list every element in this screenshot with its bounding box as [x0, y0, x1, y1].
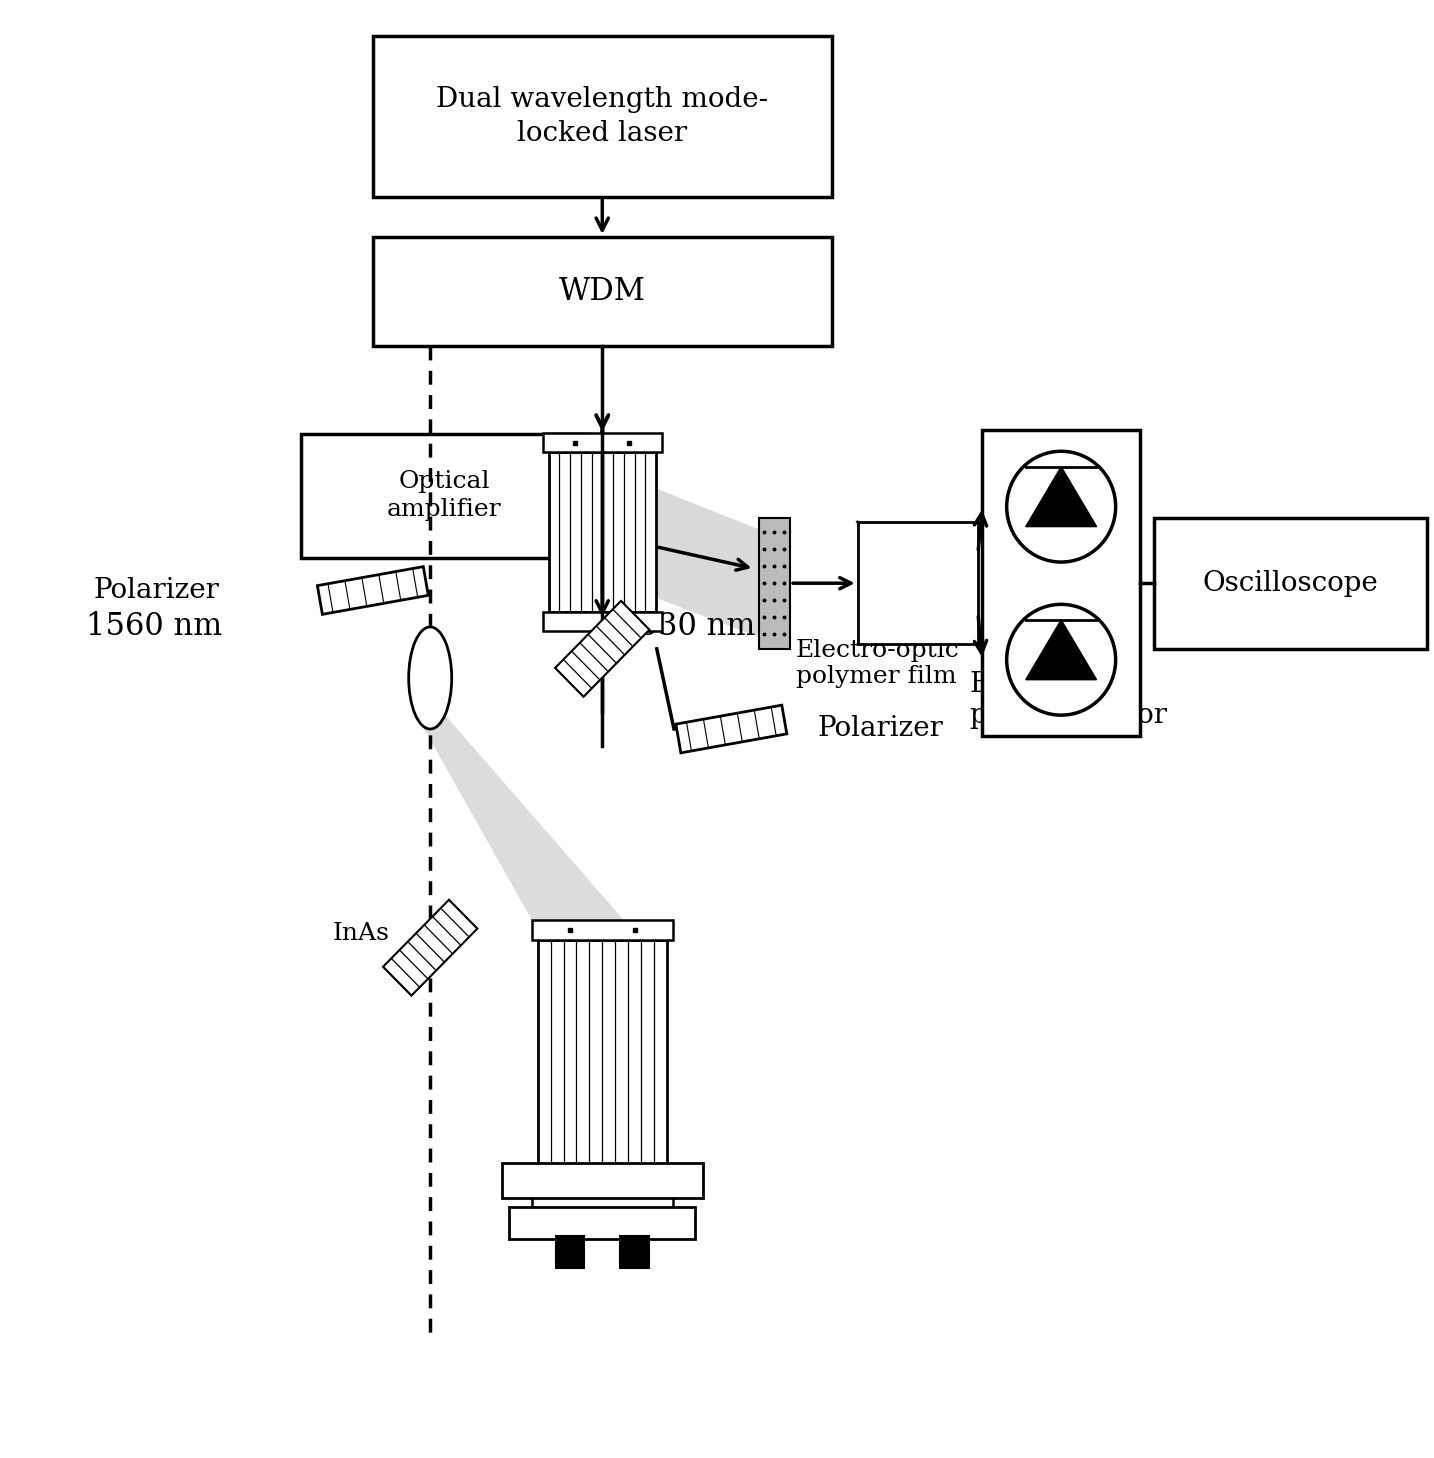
Text: Oscilloscope: Oscilloscope: [1203, 570, 1378, 596]
Text: WDM: WDM: [559, 276, 645, 308]
Text: Balanced
photodetector: Balanced photodetector: [969, 671, 1167, 729]
Bar: [532, 920, 673, 940]
Bar: [301, 434, 588, 558]
Bar: [373, 36, 832, 197]
Text: Polarizer: Polarizer: [93, 577, 219, 604]
Polygon shape: [1025, 620, 1097, 679]
Text: 1560 nm: 1560 nm: [86, 611, 222, 643]
Text: Optical
amplifier: Optical amplifier: [387, 469, 502, 522]
Polygon shape: [1025, 467, 1097, 526]
Bar: [502, 1163, 703, 1198]
Polygon shape: [555, 601, 650, 697]
Bar: [759, 518, 790, 649]
Bar: [509, 1207, 695, 1239]
Text: Polarizer: Polarizer: [817, 716, 944, 742]
Bar: [1154, 518, 1427, 649]
Bar: [532, 1188, 673, 1209]
Text: InAs: InAs: [333, 921, 390, 945]
Bar: [982, 430, 1140, 736]
Polygon shape: [383, 900, 478, 996]
Text: 1530 nm: 1530 nm: [619, 611, 756, 643]
Bar: [858, 522, 978, 644]
Bar: [373, 236, 832, 346]
Text: Electro-optic
polymer film: Electro-optic polymer film: [796, 639, 959, 688]
Bar: [509, 1171, 695, 1191]
Polygon shape: [655, 488, 759, 637]
Polygon shape: [416, 714, 667, 1159]
Bar: [619, 1236, 650, 1268]
Bar: [548, 452, 657, 612]
Polygon shape: [675, 706, 787, 752]
Bar: [538, 940, 667, 1188]
Text: Dual wavelength mode-
locked laser: Dual wavelength mode- locked laser: [436, 86, 769, 147]
Polygon shape: [317, 567, 429, 614]
Bar: [542, 612, 663, 631]
Bar: [542, 433, 663, 452]
Bar: [555, 1236, 585, 1268]
Ellipse shape: [409, 627, 452, 729]
